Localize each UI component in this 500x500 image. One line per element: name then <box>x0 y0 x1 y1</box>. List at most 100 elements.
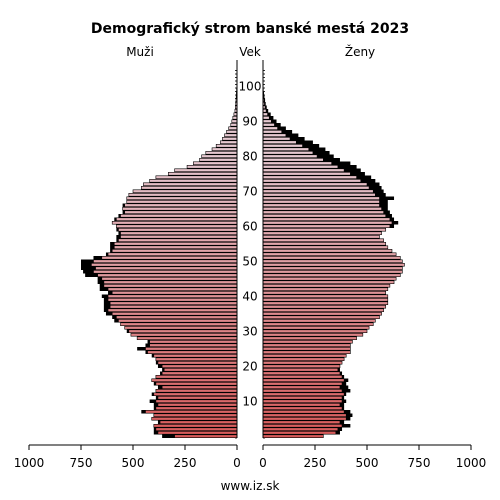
female-bar <box>262 252 397 257</box>
male-bar <box>124 203 238 208</box>
female-bar <box>262 378 345 382</box>
male-bar <box>128 193 238 197</box>
age-tick-label: 20 <box>242 359 257 373</box>
male-bar <box>145 409 238 414</box>
x-tick-label-right: 1000 <box>456 456 487 470</box>
male-bar <box>186 165 238 169</box>
male-bar <box>107 294 238 298</box>
male-bar <box>118 318 238 323</box>
male-bar <box>107 308 238 312</box>
male-bar <box>95 266 238 270</box>
male-bar <box>193 161 238 166</box>
female-bar <box>262 290 387 295</box>
female-bar <box>262 315 380 319</box>
female-bar <box>262 304 387 309</box>
male-bar <box>101 276 238 281</box>
female-bar <box>262 119 272 124</box>
male-bars <box>81 81 238 438</box>
female-bar <box>262 228 387 232</box>
x-tick-label-left: 500 <box>122 456 145 470</box>
female-bar <box>262 161 332 166</box>
x-tick-label-right: 750 <box>408 456 431 470</box>
female-bar <box>262 364 341 368</box>
male-bar <box>118 238 238 243</box>
female-bar <box>262 116 270 120</box>
age-tick-label: 50 <box>242 254 257 268</box>
age-tick-label: 60 <box>242 219 257 233</box>
female-bar <box>262 406 343 410</box>
male-bar <box>149 343 238 347</box>
female-bar <box>262 283 391 288</box>
male-bar <box>107 287 238 291</box>
male-bar <box>149 339 238 344</box>
female-bar <box>262 154 318 159</box>
center-label: Vek <box>239 45 261 59</box>
male-bar <box>141 186 238 190</box>
female-bar <box>262 210 384 215</box>
female-bar <box>262 266 403 270</box>
female-bar <box>262 395 343 400</box>
male-bar <box>224 133 238 138</box>
age-axis: 10 20 30 40 50 60 70 80 90 100 <box>235 60 265 439</box>
female-bar <box>262 423 343 428</box>
male-bar <box>222 137 238 141</box>
female-bar <box>262 179 362 183</box>
right-label: Ženy <box>345 44 375 59</box>
x-tick-label-right: 500 <box>356 456 379 470</box>
female-bar <box>262 242 387 246</box>
x-tick-label-left: 0 <box>233 456 241 470</box>
female-bar <box>262 357 345 361</box>
female-bar <box>262 273 401 277</box>
female-bar <box>262 427 339 431</box>
male-bar <box>163 367 238 372</box>
male-bar <box>157 360 238 365</box>
female-bar <box>262 420 341 424</box>
male-bar <box>155 175 238 180</box>
male-bar <box>113 245 238 250</box>
male-bar <box>153 392 238 396</box>
female-bar <box>262 182 368 187</box>
female-bar <box>262 343 351 347</box>
female-bar <box>262 311 382 316</box>
male-bar <box>230 123 238 127</box>
female-bar <box>262 130 283 134</box>
male-bar <box>120 322 238 326</box>
male-bar <box>109 301 238 305</box>
female-bar <box>262 353 347 358</box>
female-bars <box>262 81 405 438</box>
female-bar <box>262 214 387 218</box>
female-bar <box>262 158 324 162</box>
male-bar <box>120 231 238 236</box>
male-bar <box>174 168 238 173</box>
male-bar <box>231 119 238 124</box>
female-bar <box>262 416 347 421</box>
male-bar <box>143 182 238 187</box>
female-bar <box>262 322 374 326</box>
female-bar <box>262 147 310 152</box>
female-bar <box>262 189 374 194</box>
male-bar <box>157 395 238 400</box>
male-bar <box>107 297 238 302</box>
female-bar <box>262 276 397 281</box>
female-bar <box>262 392 345 396</box>
female-bar <box>262 196 380 201</box>
female-bar <box>262 360 343 365</box>
female-bar <box>262 294 389 298</box>
female-bar <box>262 434 324 438</box>
female-bar <box>262 308 384 312</box>
age-tick-label: 30 <box>242 324 257 338</box>
male-bar <box>111 290 238 295</box>
male-bar <box>155 374 238 379</box>
male-bar <box>157 402 238 407</box>
male-bar <box>161 371 238 375</box>
female-bar <box>262 175 357 180</box>
age-tick-label: 70 <box>242 184 257 198</box>
female-bar <box>262 140 297 145</box>
male-bar <box>116 315 238 319</box>
male-bar <box>120 235 238 239</box>
female-bar <box>262 144 303 148</box>
male-bar <box>97 273 238 277</box>
female-bar <box>262 367 339 372</box>
male-bar <box>201 154 238 159</box>
female-bar <box>262 385 341 389</box>
